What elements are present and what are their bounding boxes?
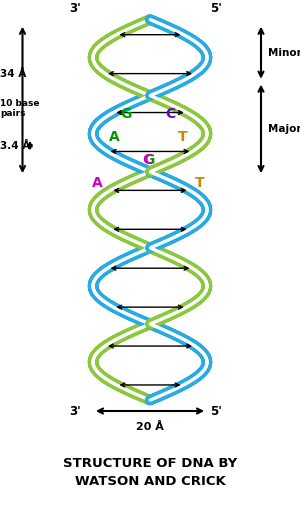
Text: 3': 3': [69, 404, 81, 417]
Text: 20 Å: 20 Å: [136, 422, 164, 432]
Text: 3': 3': [69, 2, 81, 15]
Text: T: T: [178, 130, 188, 144]
Text: 5': 5': [210, 2, 222, 15]
Text: T: T: [194, 176, 204, 190]
Text: STRUCTURE OF DNA BY
WATSON AND CRICK: STRUCTURE OF DNA BY WATSON AND CRICK: [63, 457, 237, 488]
Text: A: A: [109, 130, 119, 144]
Text: C: C: [142, 153, 153, 167]
Text: A: A: [92, 176, 103, 190]
Text: 10 base
pairs: 10 base pairs: [0, 99, 40, 118]
Text: Major groove: Major groove: [268, 124, 300, 134]
Text: 34 Å: 34 Å: [0, 69, 26, 79]
Text: 5': 5': [210, 404, 222, 417]
Text: G: G: [144, 153, 155, 167]
Text: C: C: [166, 108, 176, 121]
Text: 3.4 Å: 3.4 Å: [0, 141, 30, 151]
Text: Minor groove: Minor groove: [268, 48, 300, 58]
Text: G: G: [121, 108, 132, 121]
